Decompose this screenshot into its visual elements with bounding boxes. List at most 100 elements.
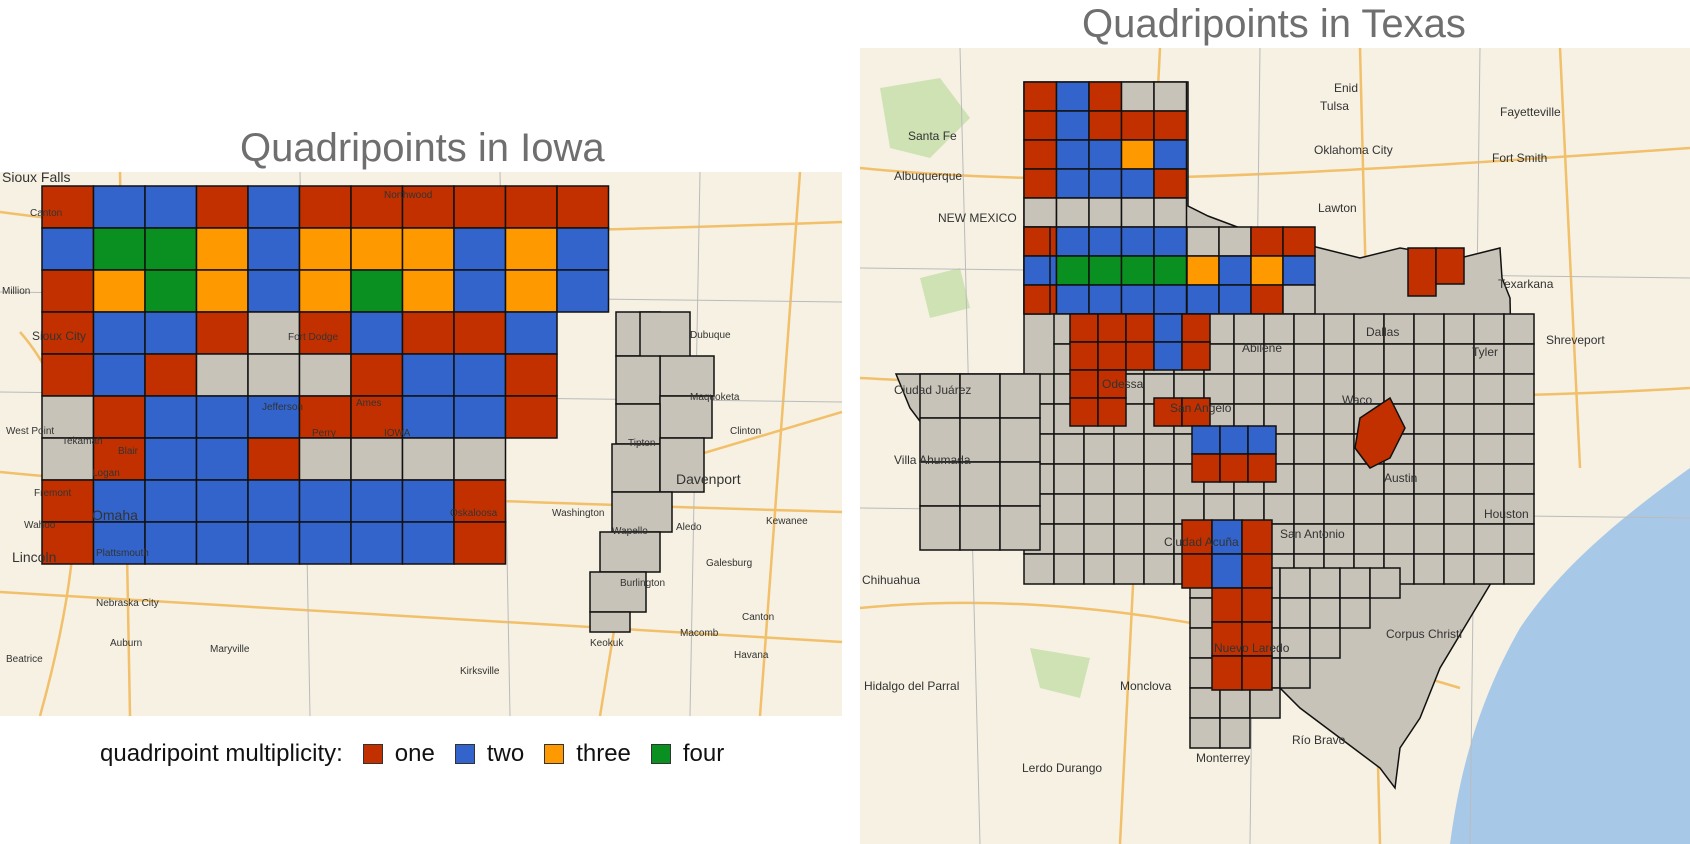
iowa-place-label: Lincoln xyxy=(12,549,56,565)
texas-county xyxy=(1354,396,1406,469)
texas-county xyxy=(1191,425,1221,455)
texas-county xyxy=(1083,463,1115,495)
iowa-place-label: Tipton xyxy=(628,438,655,449)
iowa-place-label: Sioux City xyxy=(32,329,86,343)
texas-county xyxy=(1113,523,1145,555)
texas-county xyxy=(1279,657,1311,689)
texas-county xyxy=(1097,313,1127,343)
texas-county xyxy=(1153,81,1188,112)
texas-county xyxy=(1088,255,1123,286)
texas-county xyxy=(999,417,1041,463)
texas-county xyxy=(1211,553,1243,589)
iowa-county xyxy=(589,571,647,613)
iowa-county xyxy=(453,185,507,229)
texas-county xyxy=(1233,373,1265,405)
texas-county xyxy=(1503,463,1535,495)
iowa-county xyxy=(401,311,455,355)
texas-county xyxy=(1323,493,1355,525)
texas-county xyxy=(1293,493,1325,525)
legend-item-three-label: three xyxy=(576,740,631,767)
iowa-county xyxy=(195,437,249,481)
texas-place-label: Río Bravo xyxy=(1292,733,1346,747)
texas-county xyxy=(1191,453,1221,483)
texas-place-label: Nuevo Laredo xyxy=(1214,641,1290,655)
texas-county xyxy=(919,505,961,551)
iowa-place-label: Omaha xyxy=(92,507,138,523)
iowa-county xyxy=(195,227,249,271)
iowa-place-label: Wahoo xyxy=(24,520,56,531)
iowa-place-label: Kewanee xyxy=(766,516,808,527)
texas-county xyxy=(1097,397,1127,427)
texas-county xyxy=(1443,463,1475,495)
iowa-county xyxy=(611,443,661,493)
texas-county xyxy=(1241,553,1273,589)
texas-county xyxy=(1125,313,1155,343)
iowa-county xyxy=(453,479,507,523)
texas-county xyxy=(1503,553,1535,585)
texas-map-title: Quadripoints in Texas xyxy=(1082,2,1466,46)
legend-item-one-label: one xyxy=(394,740,435,767)
texas-county xyxy=(1263,493,1295,525)
texas-county xyxy=(1293,403,1325,435)
iowa-place-label: Blair xyxy=(118,446,139,457)
texas-county xyxy=(1120,81,1155,112)
iowa-county xyxy=(41,269,95,313)
iowa-county xyxy=(144,185,198,229)
texas-county xyxy=(1069,313,1099,343)
texas-county xyxy=(1211,587,1243,623)
iowa-place-label: Maryville xyxy=(210,644,250,655)
gulf-of-mexico xyxy=(1450,468,1690,844)
texas-place-label: Shreveport xyxy=(1546,333,1605,347)
iowa-place-label: Canton xyxy=(742,612,774,623)
legend-item-one: one xyxy=(343,740,435,768)
texas-map[interactable]: Santa Fe Enid Tulsa Fayetteville Oklahoma Ci… xyxy=(860,48,1690,844)
iowa-county xyxy=(401,521,455,565)
iowa-map-canvas[interactable]: Sioux Falls Canton Northwood Sioux City Fort… xyxy=(0,172,842,716)
texas-place-label: Austin xyxy=(1384,471,1417,485)
iowa-county xyxy=(556,185,610,229)
iowa-place-label: Dubuque xyxy=(690,330,731,341)
texas-county xyxy=(999,373,1041,419)
texas-county xyxy=(1413,403,1445,435)
iowa-county xyxy=(41,227,95,271)
iowa-map-title: Quadripoints in Iowa xyxy=(240,126,605,170)
iowa-place-label: Keokuk xyxy=(590,638,624,649)
texas-place-label: Albuquerque xyxy=(894,169,962,183)
texas-place-label: Tulsa xyxy=(1320,99,1349,113)
iowa-map[interactable]: Sioux Falls Canton Northwood Sioux City Fort… xyxy=(0,172,842,716)
texas-county xyxy=(1503,403,1535,435)
texas-county xyxy=(1323,373,1355,405)
texas-place-label: Hidalgo del Parral xyxy=(864,679,959,693)
iowa-county xyxy=(247,185,301,229)
texas-county xyxy=(1413,463,1445,495)
texas-county xyxy=(1055,197,1090,228)
iowa-place-labels: Sioux Falls Canton Northwood Sioux City Fort… xyxy=(2,172,808,677)
iowa-county xyxy=(453,395,507,439)
texas-county xyxy=(1473,523,1505,555)
iowa-county xyxy=(41,437,95,481)
texas-county xyxy=(1503,313,1535,345)
iowa-county xyxy=(556,227,610,271)
texas-county xyxy=(1282,226,1316,257)
texas-county xyxy=(1241,587,1273,623)
iowa-county xyxy=(247,353,301,397)
texas-county xyxy=(1263,313,1295,345)
texas-county xyxy=(1473,403,1505,435)
legend-item-three: three xyxy=(524,740,631,768)
iowa-county xyxy=(350,395,404,439)
iowa-place-label: Kirksville xyxy=(460,666,500,677)
iowa-county xyxy=(195,521,249,565)
texas-place-label: Monterrey xyxy=(1196,751,1250,765)
texas-county xyxy=(1353,313,1385,345)
texas-county xyxy=(1473,373,1505,405)
iowa-county xyxy=(453,269,507,313)
texas-county xyxy=(1293,433,1325,465)
texas-county xyxy=(1383,343,1415,375)
texas-county xyxy=(1339,597,1371,629)
iowa-county xyxy=(504,227,558,271)
texas-map-canvas[interactable]: Santa Fe Enid Tulsa Fayetteville Oklahoma Ci… xyxy=(860,48,1690,844)
iowa-place-label: Beatrice xyxy=(6,654,43,665)
texas-county xyxy=(1250,226,1284,257)
iowa-county xyxy=(41,395,95,439)
texas-county xyxy=(1282,284,1316,315)
